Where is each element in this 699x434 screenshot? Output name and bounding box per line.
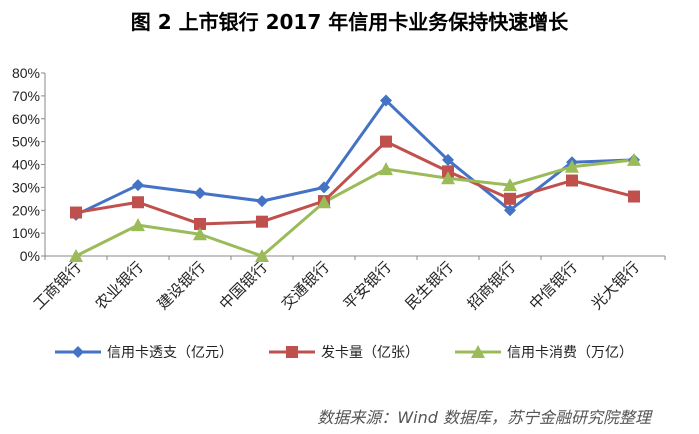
data-point-series-1 [628,190,640,203]
data-point-series-2 [317,195,331,209]
data-point-series-1 [380,135,392,148]
chart-axes [41,72,666,260]
series-markers [69,94,641,262]
data-point-series-0 [318,181,330,194]
data-point-series-2 [441,171,455,185]
legend: 信用卡透支（亿元） 发卡量（亿张） 信用卡消费（万亿） [55,342,633,362]
data-point-series-2 [255,249,269,262]
data-point-series-0 [380,94,392,107]
legend-label-overdraft: 信用卡透支（亿元） [107,345,233,361]
data-point-series-0 [194,187,206,200]
legend-label-cards-issued: 发卡量（亿张） [321,345,419,361]
legend-swatch-consumption [455,345,501,358]
source-note: 数据来源：Wind 数据库，苏宁金融研究院整理 [317,408,651,427]
x-tick-label: 工商银行 [30,258,85,313]
x-tick-label: 光大银行 [588,258,643,313]
y-tick-label: 50% [12,134,40,150]
legend-item-cards-issued: 发卡量（亿张） [269,342,419,362]
data-point-series-2 [131,218,145,232]
data-point-series-1 [70,206,82,219]
data-point-series-0 [132,179,144,192]
y-tick-label: 30% [12,179,40,195]
x-tick-label: 平安银行 [340,258,395,313]
series-lines [75,98,635,258]
y-tick-label: 10% [12,225,40,241]
x-tick-label: 中国银行 [216,258,271,313]
legend-swatch-cards-issued [269,346,315,358]
y-tick-label: 80% [12,65,40,81]
series-line-2 [75,158,635,258]
x-tick-label: 中信银行 [526,258,581,313]
data-point-series-2 [565,159,579,173]
series-line-1 [75,140,635,226]
data-point-series-2 [69,249,83,262]
x-tick-label: 建设银行 [154,258,209,313]
data-point-series-1 [504,192,516,205]
data-point-series-0 [256,195,268,208]
legend-label-consumption: 信用卡消费（万亿） [507,345,633,361]
y-tick-label: 60% [12,111,40,127]
x-axis-tick-labels: 工商银行 农业银行 建设银行 中国银行 交通银行 平安银行 民生银行 招商银行 中信银行 光大银行 [30,258,643,313]
legend-item-consumption: 信用卡消费（万亿） [455,342,633,362]
data-point-series-1 [256,215,268,228]
x-tick-label: 招商银行 [464,258,519,313]
legend-item-overdraft: 信用卡透支（亿元） [55,342,233,362]
data-point-series-0 [504,204,516,217]
x-tick-label: 农业银行 [92,258,147,313]
data-point-series-1 [194,217,206,230]
data-point-series-1 [132,196,144,209]
data-point-series-1 [566,174,578,187]
series-line-0 [75,98,635,217]
data-point-series-2 [503,178,517,192]
data-point-series-0 [442,153,454,166]
y-tick-label: 0% [20,248,40,264]
x-tick-label: 民生银行 [402,258,457,313]
x-tick-label: 交通银行 [278,258,333,313]
chart-title: 图 2 上市银行 2017 年信用卡业务保持快速增长 [130,10,569,34]
data-point-series-2 [627,152,641,166]
y-tick-label: 40% [12,157,40,173]
y-axis-tick-labels: 0% 10% 20% 30% 40% 50% 60% 70% 80% [12,65,40,264]
legend-swatch-overdraft [55,346,101,358]
y-tick-label: 20% [12,202,40,218]
data-point-series-2 [379,162,393,176]
y-tick-label: 70% [12,88,40,104]
data-point-series-2 [193,227,207,241]
